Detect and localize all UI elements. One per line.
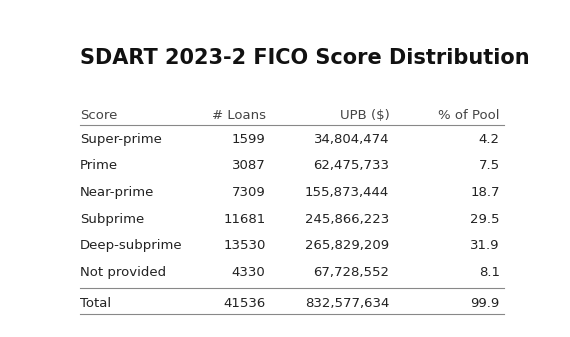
Text: 8.1: 8.1 [479,266,500,279]
Text: 245,866,223: 245,866,223 [305,213,389,226]
Text: Total: Total [80,297,111,310]
Text: 3087: 3087 [232,159,266,172]
Text: 62,475,733: 62,475,733 [314,159,389,172]
Text: 31.9: 31.9 [470,240,500,252]
Text: Not provided: Not provided [80,266,166,279]
Text: 265,829,209: 265,829,209 [305,240,389,252]
Text: Near-prime: Near-prime [80,186,154,199]
Text: Deep-subprime: Deep-subprime [80,240,183,252]
Text: UPB ($): UPB ($) [340,109,389,122]
Text: 34,804,474: 34,804,474 [314,132,389,146]
Text: 29.5: 29.5 [470,213,500,226]
Text: 4330: 4330 [232,266,266,279]
Text: 67,728,552: 67,728,552 [314,266,389,279]
Text: 11681: 11681 [223,213,266,226]
Text: 4.2: 4.2 [479,132,500,146]
Text: 155,873,444: 155,873,444 [305,186,389,199]
Text: % of Pool: % of Pool [438,109,500,122]
Text: 99.9: 99.9 [470,297,500,310]
Text: 41536: 41536 [223,297,266,310]
Text: 1599: 1599 [232,132,266,146]
Text: Score: Score [80,109,117,122]
Text: 7309: 7309 [232,186,266,199]
Text: 13530: 13530 [223,240,266,252]
Text: Super-prime: Super-prime [80,132,162,146]
Text: Prime: Prime [80,159,118,172]
Text: 832,577,634: 832,577,634 [305,297,389,310]
Text: SDART 2023-2 FICO Score Distribution: SDART 2023-2 FICO Score Distribution [80,48,530,68]
Text: Subprime: Subprime [80,213,144,226]
Text: 18.7: 18.7 [470,186,500,199]
Text: # Loans: # Loans [211,109,266,122]
Text: 7.5: 7.5 [479,159,500,172]
